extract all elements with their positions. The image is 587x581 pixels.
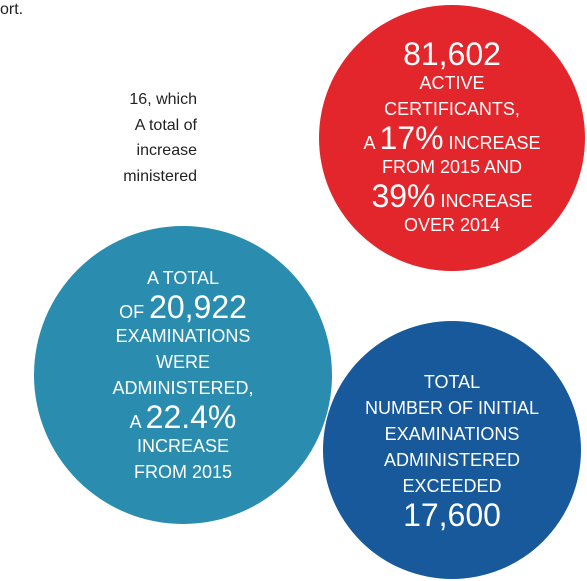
stat-text: TOTAL <box>423 371 481 392</box>
stat-number: 20,922 <box>149 288 247 325</box>
body-text: increase <box>136 142 197 159</box>
stat-text: INCREASE <box>443 133 541 153</box>
stat-text: FROM 2015 <box>133 462 233 483</box>
stat-number: 17% <box>379 120 444 156</box>
stat-circle: 81,602 ACTIVE CERTIFICANTS, A 17% INCREASE F… <box>319 5 585 271</box>
stat-text: ADMINISTERED, <box>112 378 254 398</box>
stat-line: NUMBER OF INITIAL <box>365 395 539 421</box>
body-text: A total of <box>134 117 197 134</box>
stat-text: INCREASE <box>136 436 230 457</box>
stat-line: EXAMINATIONS <box>116 323 251 349</box>
stat-text: EXAMINATIONS <box>115 325 251 346</box>
stat-text: OF <box>119 301 150 322</box>
stat-text: INCREASE <box>435 191 533 212</box>
stat-line: OVER 2014 <box>404 212 500 238</box>
body-text: 16, which <box>129 91 197 108</box>
stat-line: ADMINISTERED, <box>112 375 253 401</box>
stat-text: ADMINISTERED <box>383 450 520 471</box>
stat-line: OF 20,922 <box>119 291 247 323</box>
stat-text: EXAMINATIONS <box>384 423 520 444</box>
stat-line: 81,602 <box>403 38 501 70</box>
stat-text: ACTIVE <box>419 72 485 93</box>
stat-number: 81,602 <box>403 35 501 72</box>
body-text: ministered <box>123 168 197 185</box>
stat-line: INCREASE <box>137 433 229 459</box>
stat-text: NUMBER OF INITIAL <box>364 397 539 418</box>
stat-line: EXAMINATIONS <box>385 421 520 447</box>
stat-text: CERTIFICANTS, <box>384 98 520 119</box>
stat-line: CERTIFICANTS, <box>384 96 520 122</box>
stat-line: 17,600 <box>403 499 501 531</box>
stat-line: 39% INCREASE <box>371 180 532 212</box>
stat-line: WERE <box>156 349 210 375</box>
stat-text: FROM 2015 AND <box>381 157 523 177</box>
stat-number: 17,600 <box>403 497 501 534</box>
stat-line: A 22.4% <box>130 401 237 433</box>
stat-number: 22.4% <box>145 399 237 436</box>
stat-text: EXCEEDED <box>402 476 502 497</box>
stat-line: EXCEEDED <box>402 473 501 499</box>
stat-line: ACTIVE <box>419 70 484 96</box>
body-text: ort. <box>0 1 24 18</box>
stat-text: A <box>363 133 380 153</box>
stat-line: ADMINISTERED <box>384 447 520 473</box>
stat-line: TOTAL <box>424 369 480 395</box>
stat-line: FROM 2015 AND <box>382 154 522 180</box>
stat-number: 39% <box>371 178 436 215</box>
stat-line: A 17% INCREASE <box>363 122 540 154</box>
stat-circle: A TOTAL OF 20,922 EXAMINATIONS WERE ADMINIST… <box>34 226 332 524</box>
stat-text: WERE <box>156 351 210 372</box>
stat-line: FROM 2015 <box>134 459 232 485</box>
stat-text: A TOTAL <box>146 267 220 288</box>
stat-text: OVER 2014 <box>403 215 501 236</box>
stat-line: A TOTAL <box>147 265 219 291</box>
stat-text: A <box>129 412 146 433</box>
stat-circle: TOTAL NUMBER OF INITIAL EXAMINATIONS ADMINI… <box>323 321 581 579</box>
